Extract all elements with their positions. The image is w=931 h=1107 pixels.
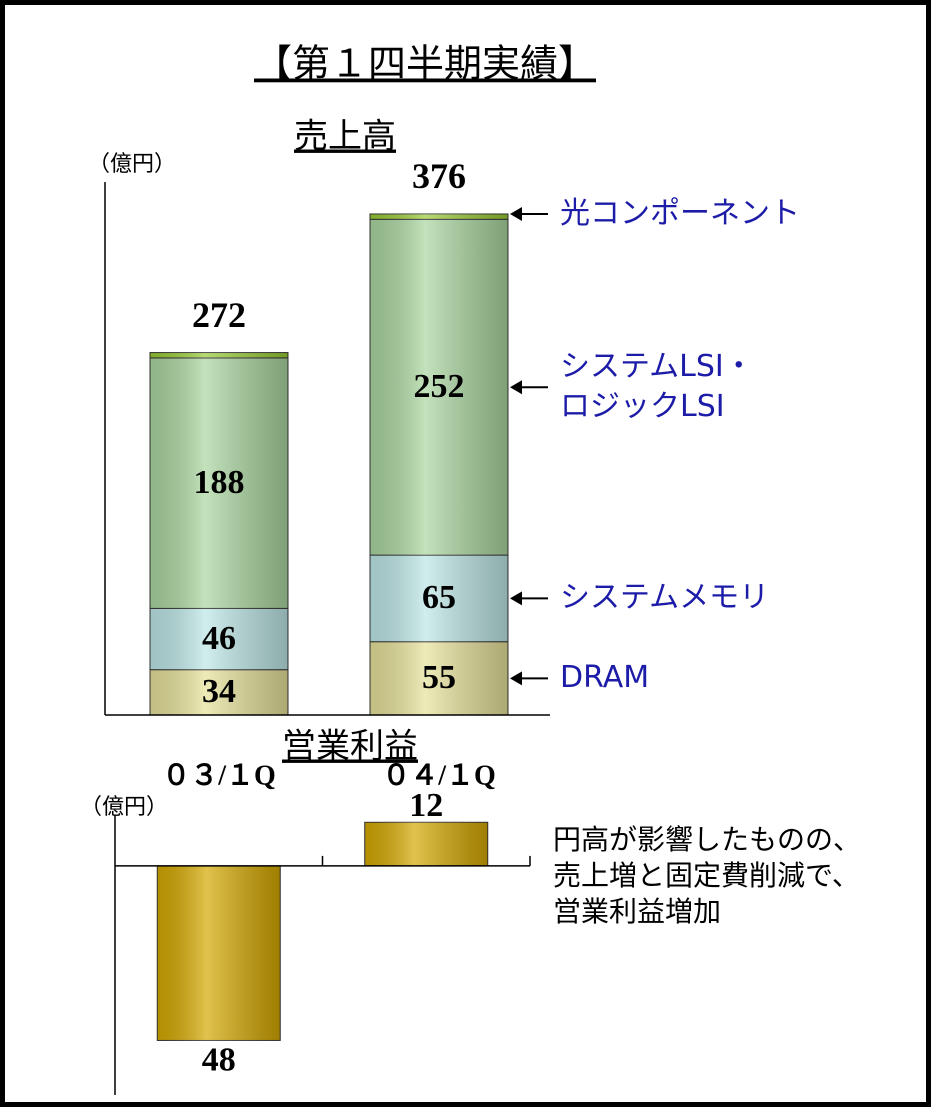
data-label: 65 (422, 579, 456, 616)
data-label: 188 (194, 464, 245, 501)
legend-label: 光コンポーネント (560, 195, 800, 231)
bar-shade (150, 669, 288, 715)
bar-shade (150, 357, 288, 609)
bar-shade (364, 822, 488, 866)
bar-shade (157, 865, 281, 1041)
slide-title: 【第１四半期実績】 (254, 42, 596, 86)
data-label: 46 (202, 620, 236, 657)
total-label: 272 (192, 295, 246, 335)
bar-shade (150, 608, 288, 670)
legend-label: DRAM (560, 660, 650, 696)
bar-shade (370, 219, 508, 556)
bar-shade (150, 352, 288, 358)
data-label: 12 (409, 787, 443, 824)
legend-arrowhead (510, 591, 522, 606)
data-label: 252 (414, 368, 465, 405)
data-label: 34 (202, 673, 236, 710)
bar-shade (370, 555, 508, 642)
y-unit-label: （億円） (88, 152, 176, 177)
legend-arrowhead (510, 671, 522, 686)
x-tick-label: ０４/１Q (382, 760, 496, 791)
legend-label: システムメモリ (560, 580, 770, 616)
total-label: 376 (412, 156, 466, 196)
chart-title: 営業利益 (282, 727, 418, 767)
data-label: 48 (202, 1041, 236, 1078)
x-tick-label: ０３/１Q (162, 760, 276, 791)
bar-shade (370, 213, 508, 220)
legend-label: システムLSI・ ロジックLSI (560, 349, 754, 425)
legend-arrowhead (510, 206, 522, 221)
chart-title: 売上高 (294, 117, 396, 157)
y-unit-label: （億円） (80, 795, 168, 820)
bar-shade (370, 641, 508, 715)
data-label: 55 (422, 659, 456, 696)
legend-arrowhead (510, 380, 522, 395)
annotation: 円高が影響したものの、 売上増と固定費削減で、 営業利益増加 (553, 823, 862, 928)
